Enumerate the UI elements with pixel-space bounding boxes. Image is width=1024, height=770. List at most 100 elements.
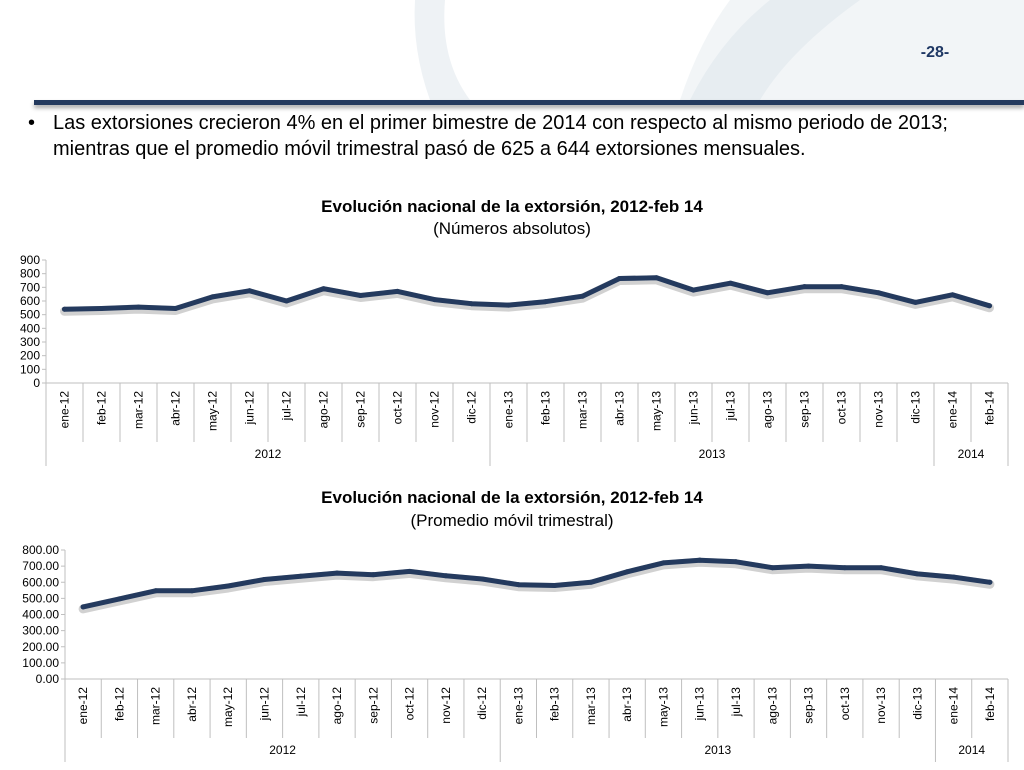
x-tick-label: jul-12 [280,391,294,422]
data-point [334,570,340,576]
y-tick-label: 100.00 [22,656,59,670]
data-point [552,582,558,588]
data-point [358,293,363,299]
x-tick-label: feb-12 [95,391,109,425]
x-tick-label: oct-12 [403,687,417,721]
data-point [407,568,413,574]
x-tick-label: dic-13 [909,391,923,424]
x-tick-label: nov-12 [428,391,442,428]
x-tick-label: nov-13 [872,391,886,428]
y-tick-label: 300.00 [22,624,59,638]
data-point [395,288,400,294]
data-point [284,298,289,304]
page-number: -28- [920,44,950,61]
data-point [617,275,622,281]
data-point [261,577,267,583]
chart2-subtitle: (Promedio móvil trimestral) [410,511,614,530]
x-tick-label: sep-13 [798,391,812,428]
x-tick-label: may-13 [650,391,664,431]
x-tick-label: dic-12 [465,391,479,424]
x-tick-label: dic-13 [910,687,924,720]
x-tick-label: abr-13 [613,391,627,426]
x-tick-label: sep-12 [354,391,368,428]
bullet-icon: • [28,112,36,134]
data-point [370,572,376,578]
x-tick-label: mar-13 [584,687,598,725]
data-point [802,284,807,290]
group-label: 2014 [958,447,985,461]
x-tick-label: oct-13 [835,391,849,425]
y-tick-label: 700.00 [22,559,59,573]
y-tick-label: 400.00 [22,608,59,622]
y-tick-label: 900 [20,253,40,267]
series-line-shadow [60,275,994,316]
x-tick-label: abr-12 [169,391,183,426]
x-tick-label: jul-12 [294,687,308,718]
chart2-line-chart: 0.00 100.00 200.00 300.00 400.00 500.00 600.00… [22,543,1009,762]
data-point [432,297,437,303]
y-tick-label: 800.00 [22,543,59,557]
x-tick-label: mar-12 [132,391,146,429]
group-label: 2014 [958,743,985,757]
y-tick-label: 800 [20,267,40,281]
y-tick-label: 100 [20,362,40,376]
data-point [153,588,159,594]
x-tick-label: nov-12 [439,687,453,724]
data-point [765,290,770,296]
data-point [987,303,992,309]
data-point [913,299,918,305]
group-label: 2012 [269,743,296,757]
group-label: 2013 [704,743,731,757]
data-point [878,565,884,571]
data-point [99,306,104,312]
data-point [839,284,844,290]
data-point [951,574,957,580]
y-tick-label: 500.00 [22,591,59,605]
data-point [914,571,920,577]
x-tick-label: sep-13 [802,687,816,724]
data-point [543,299,548,305]
header-rule [34,100,1024,105]
data-point [247,288,252,294]
x-tick-label: feb-13 [539,391,553,425]
data-point [225,583,231,589]
x-tick-label: jun-12 [243,391,257,426]
x-tick-label: ene-14 [946,391,960,429]
x-tick-label: ago-12 [330,687,344,725]
y-tick-label: 600 [20,294,40,308]
x-tick-label: abr-12 [185,687,199,722]
data-point [728,280,733,286]
x-tick-label: ene-13 [511,687,525,725]
data-point [515,582,521,588]
data-point [298,573,304,579]
y-tick-label: 300 [20,335,40,349]
data-point [660,560,666,566]
data-point [733,559,739,565]
group-label: 2013 [699,447,726,461]
data-point [506,302,511,308]
x-tick-label: ene-14 [947,687,961,725]
y-tick-label: 0 [33,376,40,390]
data-point [479,576,485,582]
x-tick-label: jul-13 [729,687,743,718]
data-point [876,290,881,296]
data-point [210,294,215,300]
x-tick-label: ago-12 [317,391,331,429]
y-tick-label: 400 [20,321,40,335]
x-tick-label: may-13 [656,687,670,727]
x-tick-label: ene-13 [502,391,516,429]
data-point [80,604,86,610]
x-tick-label: may-12 [221,687,235,727]
x-tick-label: oct-12 [391,391,405,425]
data-point [654,275,659,281]
y-tick-label: 200 [20,349,40,363]
chart1-subtitle: (Números absolutos) [433,219,591,238]
data-point [624,569,630,575]
bullet-text: Las extorsiones crecieron 4% en el prime… [53,112,948,160]
x-tick-label: ene-12 [76,687,90,725]
data-point [580,293,585,299]
data-point [116,596,122,602]
x-tick-label: feb-14 [983,687,997,721]
x-tick-label: may-12 [206,391,220,431]
